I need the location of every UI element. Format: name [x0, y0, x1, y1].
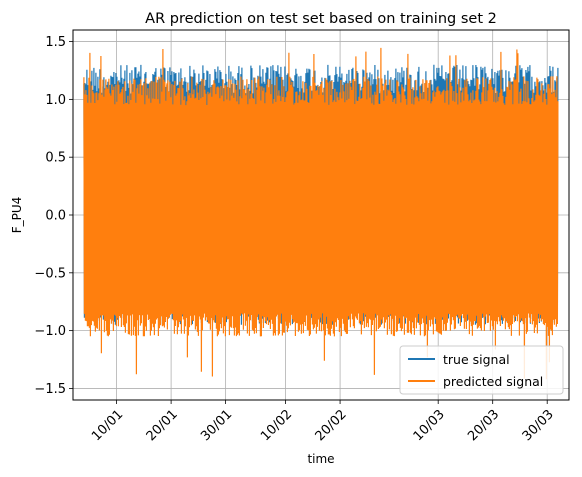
legend-label-predicted-signal: predicted signal — [443, 374, 543, 389]
y-axis: −1.5 −1.0 −0.5 0.0 0.5 1.0 1.5 — [34, 35, 73, 397]
series-line-predicted-signal — [83, 47, 559, 380]
y-tick-label: −1.0 — [34, 324, 66, 339]
y-tick-label: −1.5 — [34, 382, 66, 397]
x-axis: 10/01 20/01 30/01 10/02 20/02 10/03 20/03 30/03 — [89, 400, 557, 444]
chart-title: AR prediction on test set based on train… — [145, 11, 497, 27]
x-tick-label: 10/02 — [258, 407, 295, 444]
series-lines — [83, 47, 559, 380]
x-tick-label: 10/01 — [89, 407, 126, 444]
x-tick-label: 20/01 — [144, 407, 181, 444]
legend-box — [399, 345, 564, 395]
x-tick-label: 30/01 — [198, 407, 235, 444]
y-tick-label: 0.5 — [45, 151, 66, 166]
x-axis-label: time — [307, 452, 334, 466]
x-tick-label: 20/03 — [465, 407, 502, 444]
y-tick-label: 1.5 — [45, 35, 66, 50]
x-tick-label: 10/03 — [411, 407, 448, 444]
x-tick-label: 20/02 — [313, 407, 350, 444]
y-tick-label: 1.0 — [45, 93, 66, 108]
y-axis-label: F_PU4 — [10, 197, 24, 234]
legend: true signal predicted signal — [399, 345, 564, 395]
y-tick-label: 0.0 — [45, 209, 66, 224]
x-tick-label: 30/03 — [520, 407, 557, 444]
y-tick-label: −0.5 — [34, 266, 66, 281]
legend-label-true-signal: true signal — [443, 352, 510, 367]
